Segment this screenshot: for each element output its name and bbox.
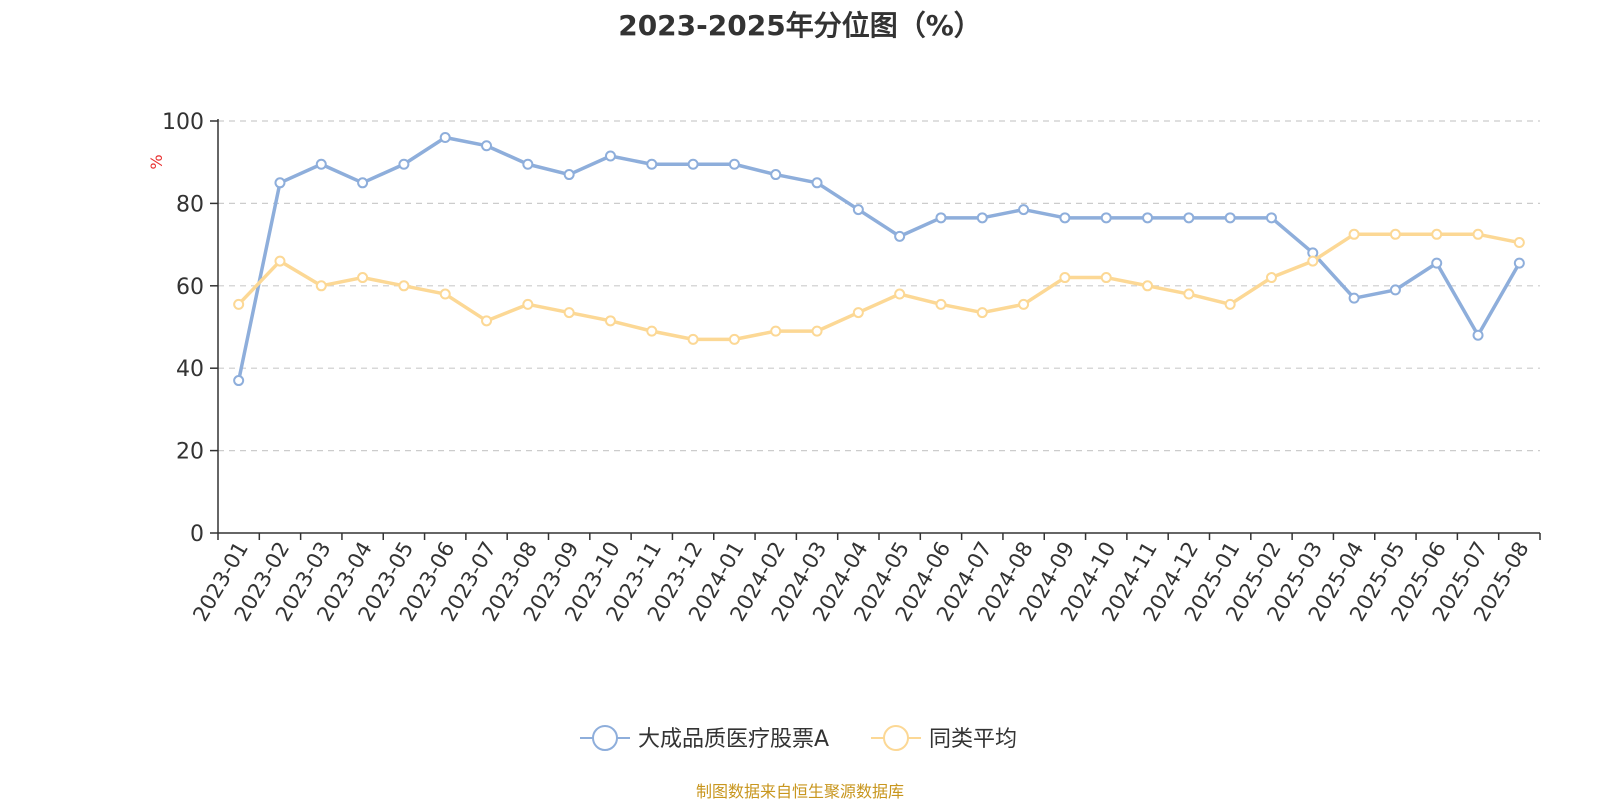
- data-point: [439, 131, 451, 143]
- data-point: [481, 140, 493, 152]
- data-point: [1059, 212, 1071, 224]
- data-point: [274, 177, 286, 189]
- data-point: [1265, 272, 1277, 284]
- data-point: [935, 298, 947, 310]
- legend-label-1: 大成品质医疗股票A: [638, 727, 829, 752]
- data-point: [728, 158, 740, 170]
- data-point: [811, 177, 823, 189]
- data-point: [646, 325, 658, 337]
- data-point: [1224, 212, 1236, 224]
- data-point: [770, 325, 782, 337]
- legend-label-2: 同类平均: [929, 727, 1017, 752]
- data-point: [481, 315, 493, 327]
- data-point: [1348, 228, 1360, 240]
- data-point: [357, 177, 369, 189]
- data-point: [233, 375, 245, 387]
- data-point: [770, 169, 782, 181]
- data-point: [563, 169, 575, 181]
- y-tick-label: 0: [190, 522, 204, 547]
- data-point: [315, 280, 327, 292]
- data-point: [894, 288, 906, 300]
- y-tick-label: 60: [176, 275, 204, 300]
- data-point: [315, 158, 327, 170]
- data-point: [398, 280, 410, 292]
- data-point: [728, 333, 740, 345]
- data-point: [439, 288, 451, 300]
- data-point: [1513, 237, 1525, 249]
- data-point: [935, 212, 947, 224]
- data-point: [274, 255, 286, 267]
- data-point: [1183, 212, 1195, 224]
- data-point: [1183, 288, 1195, 300]
- data-point: [1224, 298, 1236, 310]
- data-point: [1431, 257, 1443, 269]
- legend-marker-1: [592, 725, 618, 751]
- data-point: [852, 307, 864, 319]
- y-tick-label: 20: [176, 440, 204, 465]
- data-point: [357, 272, 369, 284]
- legend-marker-2: [883, 725, 909, 751]
- data-point: [1018, 298, 1030, 310]
- data-point: [1472, 329, 1484, 341]
- data-point: [1513, 257, 1525, 269]
- data-point: [1142, 212, 1154, 224]
- data-point: [976, 307, 988, 319]
- series-line-1: [236, 135, 1521, 381]
- data-source-note: 制图数据来自恒生聚源数据库: [695, 782, 904, 801]
- data-point: [1472, 228, 1484, 240]
- data-point: [398, 158, 410, 170]
- data-point: [1100, 212, 1112, 224]
- y-tick-label: 80: [176, 192, 204, 217]
- data-point: [1348, 292, 1360, 304]
- data-point: [976, 212, 988, 224]
- data-point: [1100, 272, 1112, 284]
- data-point: [687, 333, 699, 345]
- chart-title: 2023-2025年分位图（%）: [618, 9, 982, 42]
- y-unit-label: %: [147, 154, 166, 169]
- data-point: [233, 298, 245, 310]
- data-point: [894, 230, 906, 242]
- data-point: [1142, 280, 1154, 292]
- data-point: [1018, 204, 1030, 216]
- data-point: [1307, 255, 1319, 267]
- data-point: [646, 158, 658, 170]
- data-point: [604, 150, 616, 162]
- data-point: [852, 204, 864, 216]
- data-point: [811, 325, 823, 337]
- data-point: [604, 315, 616, 327]
- series-line-2: [237, 232, 1520, 342]
- data-point: [1389, 284, 1401, 296]
- data-point: [1431, 228, 1443, 240]
- data-point: [522, 158, 534, 170]
- data-point: [563, 307, 575, 319]
- y-tick-label: 40: [176, 357, 204, 382]
- data-point: [687, 158, 699, 170]
- y-tick-label: 100: [162, 110, 204, 135]
- data-point: [522, 298, 534, 310]
- data-point: [1265, 212, 1277, 224]
- data-point: [1059, 272, 1071, 284]
- data-point: [1389, 228, 1401, 240]
